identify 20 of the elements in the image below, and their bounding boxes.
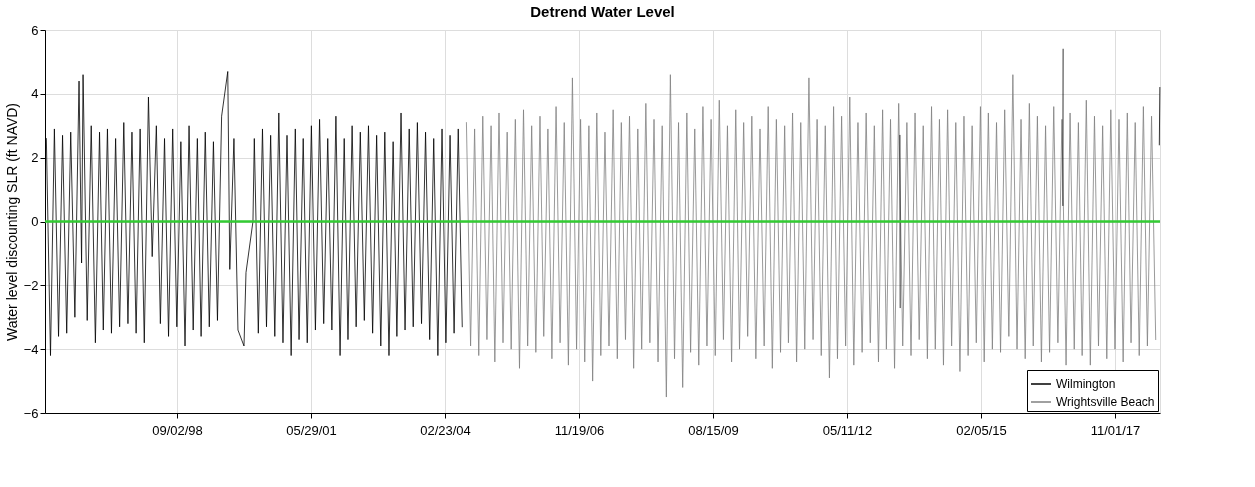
y-tick-label: −2: [23, 277, 39, 293]
x-tick-label: 02/23/04: [420, 422, 471, 438]
y-tick-label: −4: [23, 341, 39, 357]
legend-label: Wrightsville Beach: [1056, 395, 1155, 409]
x-tick-label: 05/29/01: [286, 422, 337, 438]
x-tick-label: 02/05/15: [956, 422, 1007, 438]
y-tick-label: 2: [31, 150, 39, 166]
legend-label: Wilmington: [1056, 377, 1116, 391]
x-tick-label: 09/02/98: [152, 422, 203, 438]
y-axis-title: Water level discounting SLR (ft NAVD): [3, 102, 20, 342]
x-tick-label: 05/11/12: [822, 422, 873, 438]
chart-title: Detrend Water Level: [530, 3, 675, 20]
y-tick-label: −6: [23, 405, 39, 421]
x-tick-label: 11/01/17: [1090, 422, 1141, 438]
x-tick-label: 11/19/06: [554, 422, 605, 438]
x-tick-label: 08/15/09: [688, 422, 739, 438]
y-tick-label: 0: [31, 214, 39, 229]
line-series: [466, 74, 1157, 398]
y-tick-label: 4: [31, 86, 39, 102]
y-tick-label: 6: [31, 22, 39, 38]
